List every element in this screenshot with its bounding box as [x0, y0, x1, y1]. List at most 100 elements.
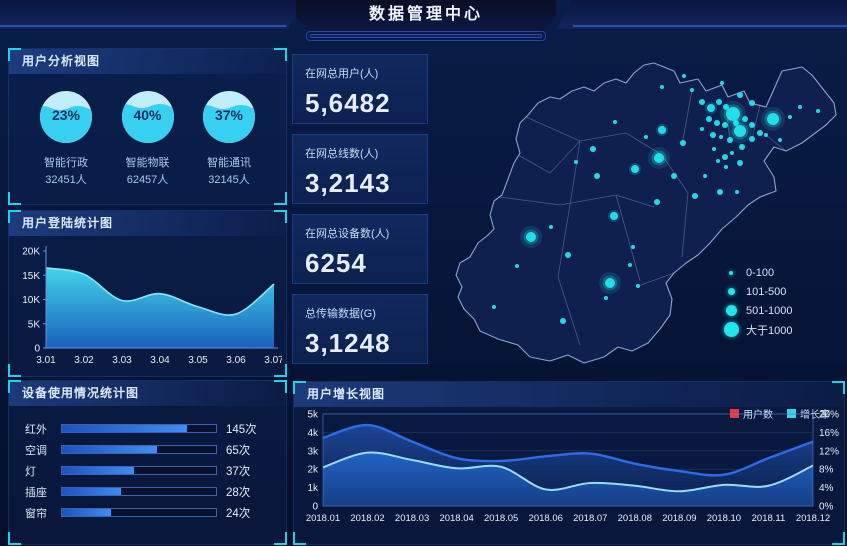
- stat-card-total-data: 总传输数据(G) 3,1248: [292, 294, 428, 364]
- svg-text:0: 0: [312, 502, 318, 513]
- svg-text:8%: 8%: [819, 465, 834, 476]
- stat-value: 3,1248: [305, 328, 391, 358]
- svg-text:20K: 20K: [22, 247, 40, 258]
- svg-text:3.02: 3.02: [74, 355, 94, 366]
- svg-text:5K: 5K: [28, 319, 41, 330]
- svg-text:2018.04: 2018.04: [439, 513, 473, 524]
- svg-text:2018.12: 2018.12: [796, 513, 830, 524]
- bar-label: 窗帘: [25, 507, 47, 520]
- header-title-block: 数据管理中心: [296, 0, 556, 33]
- map-legend-item: 101-500: [722, 282, 793, 301]
- bar-label: 空调: [25, 444, 47, 457]
- gauge-count: 32451人: [45, 174, 87, 186]
- svg-text:3.04: 3.04: [150, 355, 170, 366]
- panel-corner: [293, 381, 306, 394]
- panel-corner: [8, 380, 21, 393]
- panel-title: 用户登陆统计图: [9, 211, 286, 236]
- bar-label: 插座: [25, 486, 47, 499]
- svg-text:3.01: 3.01: [36, 355, 56, 366]
- svg-text:2k: 2k: [307, 465, 319, 476]
- map-region: 0-100 101-500 501-1000 大于1000: [430, 45, 842, 377]
- liquid-gauge: 23% 智能行政 32451人: [29, 90, 103, 187]
- map-legend-label: 0-100: [746, 266, 775, 279]
- panel-title: 用户增长视图: [294, 382, 844, 407]
- growth-area-chart: 0 1k 2k 3k 4k 5k 0% 4% 8% 12% 16% 20% 2018.01 2018.02…: [306, 410, 839, 525]
- liquid-gauge: 40% 智能物联 62457人: [111, 90, 185, 187]
- legend-label: 用户数: [743, 410, 773, 421]
- legend-label: 增长率: [800, 410, 830, 421]
- header-bar-left: [0, 0, 302, 29]
- map-legend-label: 大于1000: [746, 324, 793, 337]
- stat-label: 在网总设备数(人): [305, 228, 390, 240]
- bar-fill: [62, 509, 112, 516]
- svg-text:1k: 1k: [307, 483, 319, 494]
- svg-text:2018.10: 2018.10: [707, 513, 741, 524]
- stat-value: 3,2143: [305, 168, 391, 198]
- bar-value: 37次: [226, 465, 251, 478]
- gauge-label: 智能通讯: [207, 157, 251, 169]
- bar-label: 红外: [25, 423, 47, 436]
- bar-track: [61, 508, 217, 517]
- bar-fill: [62, 446, 158, 453]
- gauge-row: 23% 智能行政 32451人 40% 智能物联 62457人: [9, 74, 286, 187]
- panel-corner: [274, 532, 287, 545]
- panel-device-usage: 设备使用情况统计图 红外 145次 空调 65次 灯 37次 插座 28次: [8, 380, 287, 545]
- panel-corner: [274, 210, 287, 223]
- bar-track: [61, 424, 217, 433]
- bar-label: 灯: [25, 465, 36, 478]
- map-legend-item: 大于1000: [722, 320, 793, 339]
- liquid-gauge-icon: [40, 91, 92, 143]
- svg-text:20%: 20%: [819, 410, 839, 421]
- legend-dot-box: [722, 305, 740, 316]
- stat-label: 在网总线数(人): [305, 148, 379, 160]
- bar-row: 插座 28次: [25, 481, 274, 502]
- bar-track: [61, 445, 217, 454]
- bar-value: 24次: [226, 507, 251, 520]
- panel-corner: [274, 192, 287, 205]
- stat-label: 总传输数据(G): [305, 308, 376, 320]
- panel-corner: [832, 381, 845, 394]
- bar-row: 空调 65次: [25, 439, 274, 460]
- bar-fill: [62, 425, 187, 432]
- svg-text:2018.08: 2018.08: [618, 513, 652, 524]
- svg-text:12%: 12%: [819, 446, 839, 457]
- bar-track: [61, 487, 217, 496]
- bar-row: 窗帘 24次: [25, 502, 274, 523]
- gauge-count: 32145人: [208, 174, 250, 186]
- panel-title: 设备使用情况统计图: [9, 381, 286, 406]
- svg-text:2018.11: 2018.11: [752, 513, 786, 524]
- panel-corner: [274, 364, 287, 377]
- province-map-outline: [455, 62, 837, 364]
- svg-text:3k: 3k: [307, 446, 319, 457]
- gauge-percent: 23%: [51, 107, 81, 123]
- map-legend-label: 501-1000: [746, 304, 793, 317]
- header-line: [573, 25, 847, 27]
- bar-value: 65次: [226, 444, 251, 457]
- bar-row: 灯 37次: [25, 460, 274, 481]
- gauge-label: 智能物联: [125, 157, 170, 169]
- bar-track: [61, 466, 217, 475]
- svg-text:3.06: 3.06: [226, 355, 246, 366]
- login-area-chart: 0 5K 10K 15K 20K 3.01 3.02 3.03 3.04 3.05 3.06 3.07: [22, 246, 282, 366]
- district-boundaries: [499, 89, 787, 346]
- panel-user-analysis: 用户分析视图 23% 智能行政 32451人 40% 智能物联: [8, 48, 287, 205]
- stat-card-online-devices: 在网总设备数(人) 6254: [292, 214, 428, 284]
- dot-icon: [725, 305, 737, 316]
- svg-text:10K: 10K: [22, 295, 40, 306]
- svg-text:0: 0: [34, 344, 40, 355]
- panel-corner: [274, 48, 287, 61]
- svg-text:16%: 16%: [819, 428, 839, 439]
- panel-corner: [8, 532, 21, 545]
- bar-row: 红外 145次: [25, 418, 274, 439]
- svg-text:15K: 15K: [22, 271, 40, 282]
- legend-dot-box: [722, 322, 740, 337]
- map-legend-label: 101-500: [746, 285, 787, 298]
- svg-text:2018.09: 2018.09: [662, 513, 696, 524]
- dot-icon: [727, 288, 735, 295]
- header-decoration-inner: [310, 34, 542, 38]
- gauge-percent: 40%: [133, 107, 162, 123]
- svg-text:2018.07: 2018.07: [573, 513, 607, 524]
- svg-text:2018.01: 2018.01: [306, 513, 340, 524]
- panel-corner: [8, 48, 21, 61]
